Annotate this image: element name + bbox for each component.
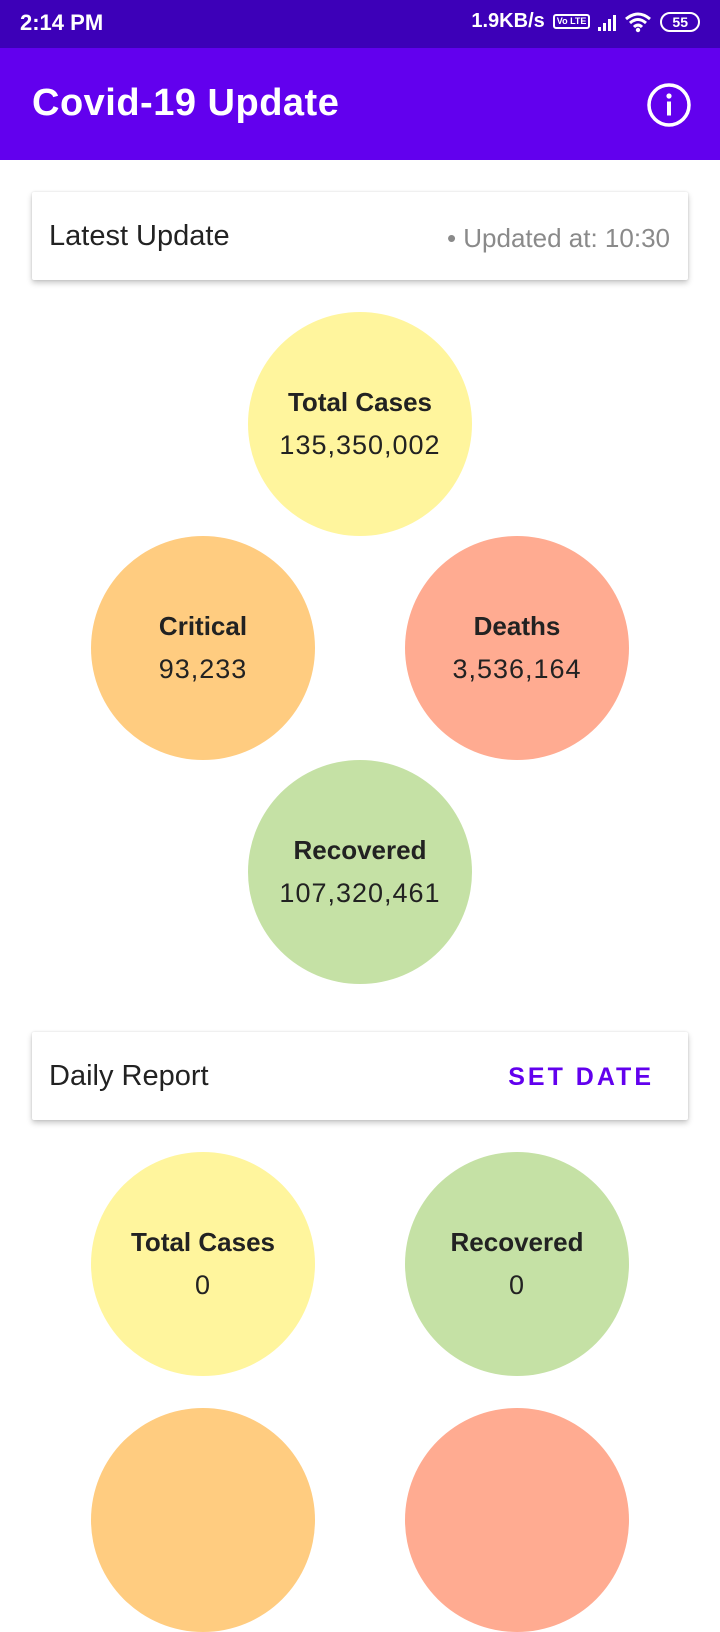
total-cases-value: 135,350,002: [279, 430, 441, 460]
critical-value: 93,233: [158, 654, 248, 684]
daily-report-card: Daily Report SET DATE: [32, 1032, 688, 1120]
deaths-circle: Deaths 3,536,164: [405, 536, 629, 760]
critical-circle: Critical 93,233: [91, 536, 315, 760]
updated-at-text: • Updated at: 10:30: [446, 223, 670, 253]
daily-deaths-circle: [405, 1408, 629, 1632]
volte-icon: Vo LTE: [552, 14, 591, 29]
wifi-icon: [625, 12, 652, 32]
daily-total-cases-circle: Total Cases 0: [91, 1152, 315, 1376]
daily-critical-circle: [91, 1408, 315, 1632]
daily-total-cases-value: 0: [194, 1270, 212, 1300]
daily-total-cases-label: Total Cases: [130, 1227, 275, 1257]
recovered-label: Recovered: [293, 835, 427, 865]
battery-icon: 55: [660, 11, 700, 32]
network-speed: 1.9KB/s: [471, 10, 545, 32]
set-date-button[interactable]: SET DATE: [508, 1063, 654, 1091]
info-icon[interactable]: [646, 82, 692, 128]
latest-update-title: Latest Update: [49, 220, 230, 252]
status-icons: 1.9KB/s Vo LTE 55: [471, 10, 700, 33]
app-bar: Covid-19 Update: [0, 48, 720, 160]
daily-recovered-value: 0: [508, 1270, 526, 1300]
signal-icon: [598, 13, 617, 31]
daily-recovered-label: Recovered: [450, 1227, 584, 1257]
critical-label: Critical: [158, 611, 248, 641]
deaths-value: 3,536,164: [452, 654, 582, 684]
recovered-value: 107,320,461: [279, 878, 441, 908]
recovered-circle: Recovered 107,320,461: [248, 760, 472, 984]
latest-update-card: Latest Update • Updated at: 10:30: [32, 192, 688, 280]
status-time: 2:14 PM: [20, 10, 104, 35]
status-bar: 2:14 PM 1.9KB/s Vo LTE 55: [0, 0, 720, 48]
daily-report-title: Daily Report: [49, 1060, 209, 1092]
app-title: Covid-19 Update: [32, 82, 340, 124]
total-cases-label: Total Cases: [287, 387, 432, 417]
daily-recovered-circle: Recovered 0: [405, 1152, 629, 1376]
deaths-label: Deaths: [473, 611, 561, 641]
total-cases-circle: Total Cases 135,350,002: [248, 312, 472, 536]
